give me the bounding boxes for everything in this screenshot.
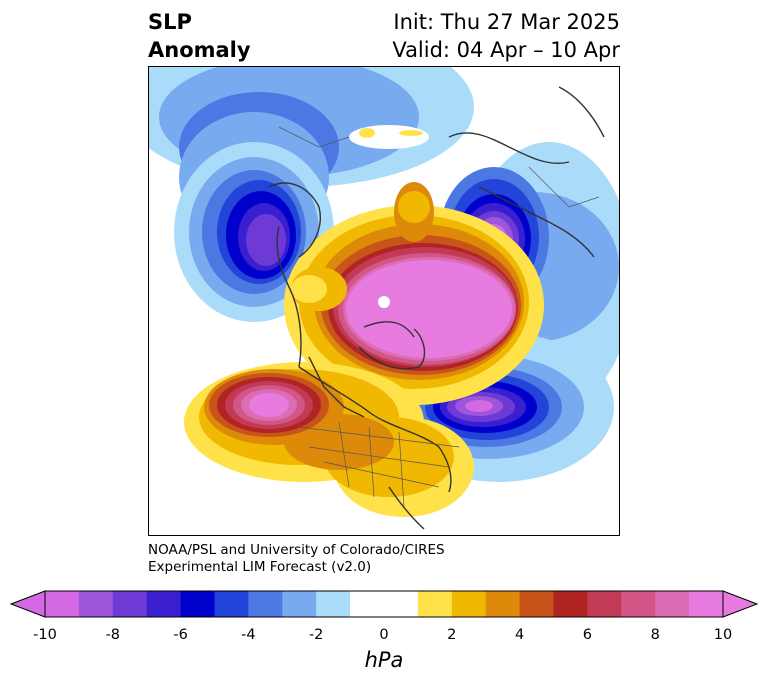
credit-text: NOAA/PSL and University of Colorado/CIRE…: [148, 542, 445, 576]
europe-low-anomaly: [149, 67, 474, 322]
colorbar-segment: [112, 591, 148, 617]
colorbar-segment: [553, 591, 588, 617]
credit-line-2: Experimental LIM Forecast (v2.0): [148, 559, 372, 575]
colorbar-tick-label: -10: [33, 627, 57, 643]
colorbar-segment: [485, 591, 521, 617]
pacific-high-anomaly: [184, 362, 474, 517]
colorbar: [10, 590, 758, 618]
arctic-high-anomaly: [284, 182, 544, 405]
colorbar-tick-label: 6: [582, 627, 593, 643]
colorbar-tick-label: -4: [241, 627, 256, 643]
colorbar-tick-label: 4: [514, 627, 525, 643]
colorbar-tick-label: 2: [447, 627, 457, 643]
chart-title: SLP Anomaly: [148, 8, 251, 64]
title-line-2: Anomaly: [148, 38, 251, 62]
colorbar-segment: [45, 591, 80, 617]
colorbar-tick-label: -6: [173, 627, 188, 643]
map-panel: [148, 66, 620, 536]
init-date: Init: Thu 27 Mar 2025: [393, 10, 620, 34]
colorbar-segment: [78, 591, 114, 617]
borders: [278, 126, 600, 508]
title-line-1: SLP: [148, 10, 192, 34]
colorbar-segment: [417, 591, 453, 617]
colorbar-min-extension: [10, 590, 46, 618]
credit-line-1: NOAA/PSL and University of Colorado/CIRE…: [148, 542, 445, 558]
colorbar-segment: [214, 591, 249, 617]
colorbar-segment: [655, 591, 690, 617]
colorbar-segment: [587, 591, 622, 617]
colorbar-tick-label: -2: [308, 627, 324, 643]
colorbar-segment: [180, 591, 216, 617]
colorbar-tick-label: -8: [105, 627, 121, 643]
colorbar-segment: [146, 591, 182, 617]
colorbar-segment: [350, 591, 385, 617]
colorbar-segments: [45, 591, 724, 617]
anomaly-map: [149, 67, 619, 530]
forecast-dates: Init: Thu 27 Mar 2025 Valid: 04 Apr – 10…: [392, 8, 620, 64]
colorbar-outline: [44, 590, 724, 618]
colorbar-segment: [384, 591, 419, 617]
valid-dates: Valid: 04 Apr – 10 Apr: [392, 38, 620, 62]
colorbar-tick-label: 0: [379, 627, 389, 643]
colorbar-segment: [689, 591, 724, 617]
colorbar-unit-label: hPa: [364, 648, 404, 672]
colorbar-segment: [519, 591, 555, 617]
colorbar-segment: [248, 591, 283, 617]
colorbar-max-extension: [722, 590, 758, 618]
colorbar-segment: [316, 591, 351, 617]
colorbar-tick-label: 10: [713, 627, 733, 643]
colorbar-segment: [621, 591, 656, 617]
colorbar-segment: [451, 591, 487, 617]
colorbar-segment: [282, 591, 317, 617]
colorbar-tick-label: 8: [650, 627, 660, 643]
